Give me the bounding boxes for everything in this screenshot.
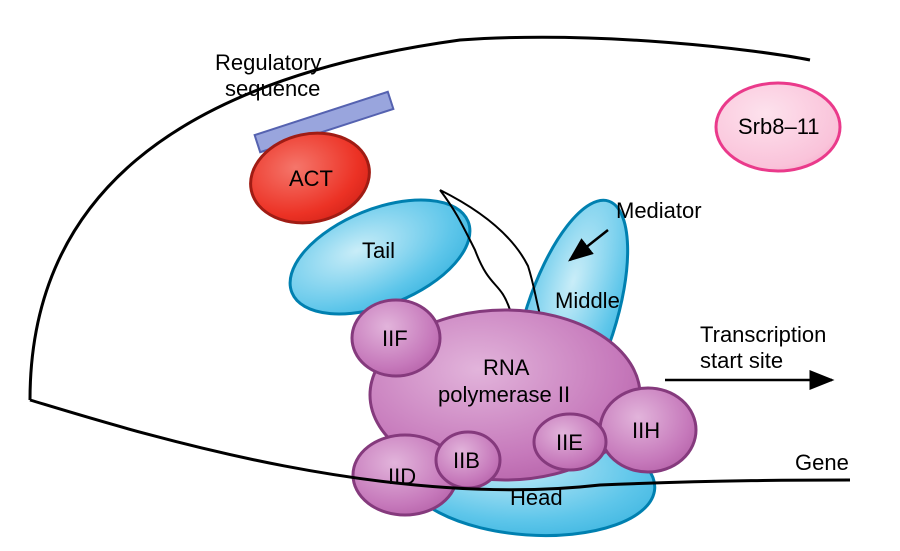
label-rna2: polymerase II (438, 382, 570, 407)
label-mediator: Mediator (616, 198, 702, 223)
label-reg2: sequence (225, 76, 320, 101)
label-middle: Middle (555, 288, 620, 313)
diagram-canvas: Regulatorysequence Mediator Transcriptions… (0, 0, 900, 551)
label-srb: Srb8–11 (738, 114, 820, 139)
label-gene: Gene (795, 450, 849, 475)
label-tss2: start site (700, 348, 783, 373)
label-iif: IIF (382, 326, 408, 351)
label-iib: IIB (453, 448, 480, 473)
label-head: Head (510, 485, 563, 510)
label-tail: Tail (362, 238, 395, 263)
label-iid: IID (388, 464, 416, 489)
label-iih: IIH (632, 418, 660, 443)
label-reg1: Regulatory (215, 50, 321, 75)
label-tss1: Transcription (700, 322, 826, 347)
label-rna1: RNA (483, 355, 530, 380)
label-act: ACT (289, 166, 333, 191)
label-iie: IIE (556, 430, 583, 455)
